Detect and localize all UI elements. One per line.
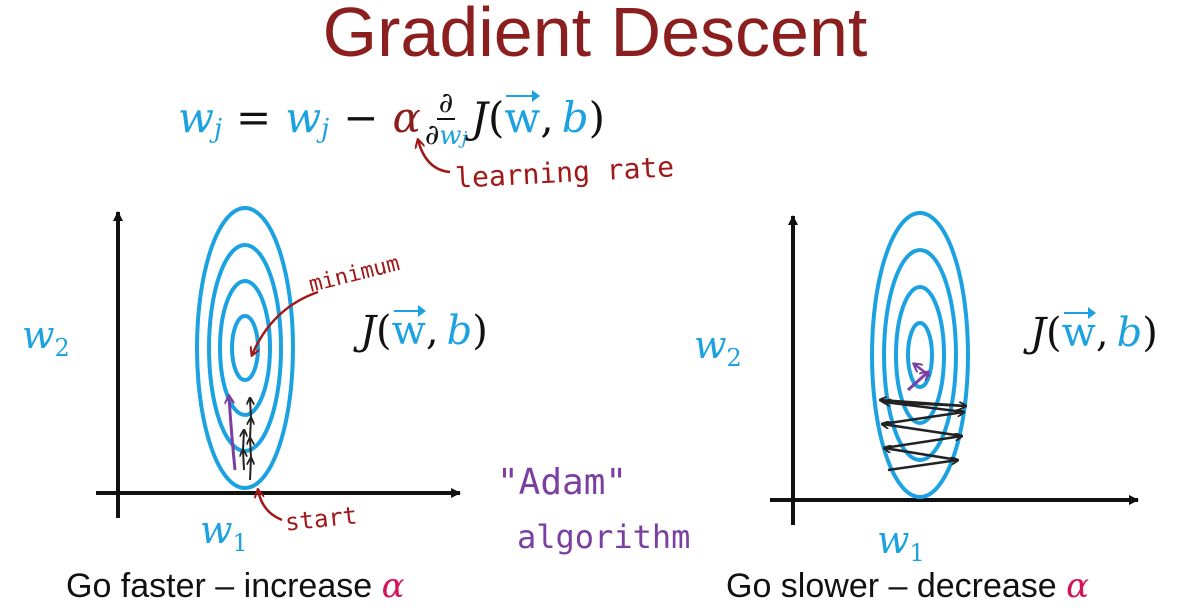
left-cost-close: ) — [472, 308, 488, 354]
eq-partial-num: ∂ — [436, 86, 456, 120]
left-caption-alpha: α — [381, 566, 405, 606]
right-cost-w-vector: w — [1061, 307, 1097, 356]
left-x-label-sub: 1 — [232, 529, 248, 557]
right-y-label-var: w — [694, 323, 727, 367]
right-contour-2 — [882, 248, 958, 462]
left-contour-3 — [218, 279, 272, 417]
eq-lhs-w: w — [178, 92, 214, 142]
right-step-4 — [882, 424, 963, 438]
left-caption: Go faster – increase α — [66, 566, 405, 606]
eq-comma: , — [540, 92, 554, 142]
eq-partial-den-sub: j — [461, 128, 468, 149]
right-y-axis-label: w2 — [694, 323, 742, 372]
left-contour-plot — [96, 206, 461, 522]
left-y-label-sub: 2 — [54, 334, 70, 362]
eq-alpha: α — [392, 92, 421, 142]
eq-w-vector: w — [504, 89, 541, 142]
right-cost-open: ( — [1046, 310, 1062, 356]
eq-equals: = — [236, 92, 272, 142]
right-cost-comma: , — [1095, 310, 1109, 356]
left-adam-path — [229, 396, 237, 471]
eq-b: b — [561, 92, 589, 142]
adam-note-line2: algorithm — [517, 518, 691, 556]
right-step-2 — [884, 448, 959, 462]
right-step-8 — [880, 400, 967, 408]
right-contour-4 — [906, 321, 934, 389]
right-cost-label: J(w, b) — [1030, 307, 1158, 356]
left-x-axis-label: w1 — [200, 508, 248, 557]
right-contours — [870, 211, 970, 499]
right-contour-1 — [870, 211, 970, 499]
eq-partial-den-symbol: ∂ — [424, 118, 440, 151]
right-cost-J: J — [1030, 310, 1047, 356]
left-x-label-var: w — [200, 508, 233, 552]
left-y-axis-label: w2 — [22, 313, 70, 362]
slide-title: Gradient Descent — [322, 0, 868, 71]
left-y-label-var: w — [22, 313, 55, 357]
right-x-label-var: w — [877, 518, 910, 562]
eq-minus: − — [343, 92, 379, 142]
minimum-arrow — [252, 290, 319, 355]
right-caption-text: Go slower – decrease — [726, 567, 1067, 605]
eq-partial-fraction: ∂ ∂wj — [425, 88, 467, 154]
left-caption-text: Go faster – increase — [66, 567, 382, 605]
right-adam-path — [906, 372, 928, 392]
left-step-6 — [243, 430, 244, 451]
right-step-1 — [887, 460, 958, 472]
left-cost-open: ( — [376, 308, 392, 354]
right-step-5 — [881, 412, 964, 426]
left-contours — [195, 206, 295, 490]
left-cost-label: J(w, b) — [360, 305, 488, 354]
left-cost-J: J — [360, 308, 377, 354]
start-arrow — [258, 490, 283, 522]
left-descent-steps — [243, 398, 251, 481]
right-step-3 — [883, 436, 962, 450]
right-cost-b: b — [1116, 310, 1143, 356]
adam-note-line1: "Adam" — [497, 462, 628, 503]
right-caption: Go slower – decrease α — [726, 566, 1089, 606]
left-step-4 — [250, 398, 251, 419]
left-cost-comma: , — [425, 308, 439, 354]
eq-rhs-w: w — [285, 92, 322, 142]
eq-partial-den-w: w — [439, 121, 462, 151]
left-cost-w-vector: w — [391, 305, 427, 354]
right-x-label-sub: 1 — [909, 539, 925, 567]
left-cost-b: b — [446, 308, 473, 354]
right-contour-3 — [894, 285, 946, 425]
right-oscillation-steps — [880, 400, 967, 472]
eq-close-paren: ) — [588, 92, 605, 142]
left-step-5 — [243, 450, 244, 471]
eq-partial-den: ∂wj — [425, 120, 467, 154]
right-adam-path-2 — [914, 364, 931, 377]
right-cost-close: ) — [1142, 310, 1158, 356]
eq-rhs-sub: j — [321, 114, 330, 144]
eq-open-paren: ( — [488, 92, 505, 142]
right-caption-alpha: α — [1066, 566, 1090, 606]
left-step-3 — [250, 418, 251, 439]
right-y-label-sub: 2 — [726, 344, 742, 372]
left-step-2 — [250, 438, 251, 459]
left-step-1 — [250, 458, 251, 481]
learning-rate-arrow — [418, 140, 451, 174]
right-contour-plot — [770, 211, 1139, 525]
right-x-axis-label: w1 — [877, 518, 925, 567]
eq-lhs-sub: j — [213, 114, 223, 144]
left-contour-1 — [195, 206, 295, 490]
eq-cost-J: J — [471, 92, 488, 142]
